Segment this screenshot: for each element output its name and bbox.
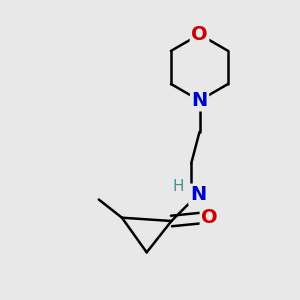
Text: H: H <box>172 179 184 194</box>
Text: O: O <box>191 25 208 44</box>
Text: N: N <box>191 91 208 110</box>
Text: N: N <box>190 185 206 204</box>
Text: O: O <box>201 208 218 227</box>
